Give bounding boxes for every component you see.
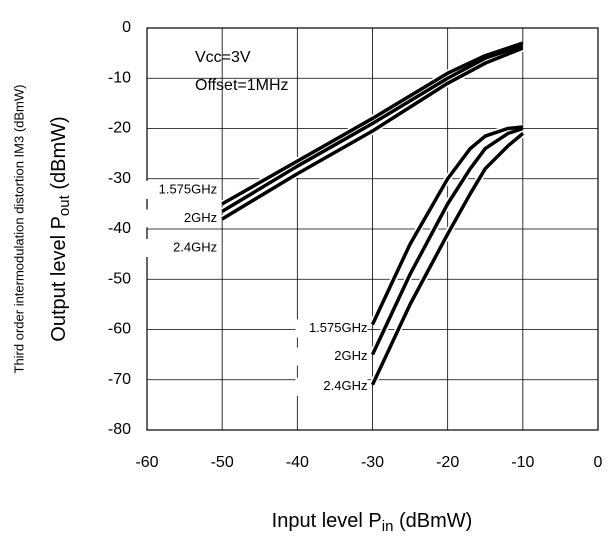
label-bg xyxy=(295,347,368,366)
y-label-part: (dBmW) xyxy=(48,116,70,195)
x-tick-label: -30 xyxy=(361,454,384,471)
line xyxy=(221,46,524,221)
x-tick-label: -40 xyxy=(286,454,309,471)
x-label-part: (dBmW) xyxy=(393,510,472,532)
y-tick-label: -70 xyxy=(108,371,131,388)
annotation: Offset=1MHz xyxy=(195,77,289,94)
y-tick-label: -20 xyxy=(108,120,131,137)
series-label: 2.4GHz xyxy=(173,239,217,254)
x-label-sub: in xyxy=(382,518,394,535)
annotation: Vcc=3V xyxy=(195,49,251,66)
x-tick-label: -60 xyxy=(135,454,158,471)
line xyxy=(370,126,524,356)
label-bg xyxy=(145,238,218,257)
x-tick-label: -20 xyxy=(436,454,459,471)
y-tick-label: -30 xyxy=(108,170,131,187)
series-label: 1.575GHz xyxy=(309,320,368,335)
line xyxy=(221,43,524,213)
x-axis-label: Input level Pin (dBmW) xyxy=(272,510,473,535)
y-axis-label: Output level Pout (dBmW) xyxy=(48,116,73,341)
y-tick-label: -80 xyxy=(108,421,131,438)
label-bg xyxy=(295,377,368,396)
x-tick-label: -10 xyxy=(511,454,534,471)
y-tick-label: 0 xyxy=(122,19,131,36)
y-label-part: Output level P xyxy=(48,216,70,342)
series-label: 2GHz xyxy=(334,348,367,363)
x-label-part: Input level P xyxy=(272,510,382,532)
label-bg xyxy=(145,180,218,199)
x-tick-label: 0 xyxy=(594,454,603,471)
y-tick-label: -10 xyxy=(108,69,131,86)
series-group xyxy=(220,39,526,387)
y-tick-label: -40 xyxy=(108,220,131,237)
y-axis-outer-label: Third order intermodulation distortion I… xyxy=(11,85,26,374)
line xyxy=(370,125,524,326)
line xyxy=(221,41,524,206)
plot-frame xyxy=(146,27,599,431)
y-tick-label: -50 xyxy=(108,270,131,287)
x-tick-label: -50 xyxy=(211,454,234,471)
y-tick-label: -60 xyxy=(108,321,131,338)
series-label: 1.575GHz xyxy=(159,181,218,196)
line xyxy=(370,132,524,386)
series-label: 2GHz xyxy=(184,210,217,225)
label-bg xyxy=(145,209,218,228)
y-label-sub: out xyxy=(56,194,73,216)
series-label: 2.4GHz xyxy=(323,378,367,393)
label-bg xyxy=(295,319,368,338)
